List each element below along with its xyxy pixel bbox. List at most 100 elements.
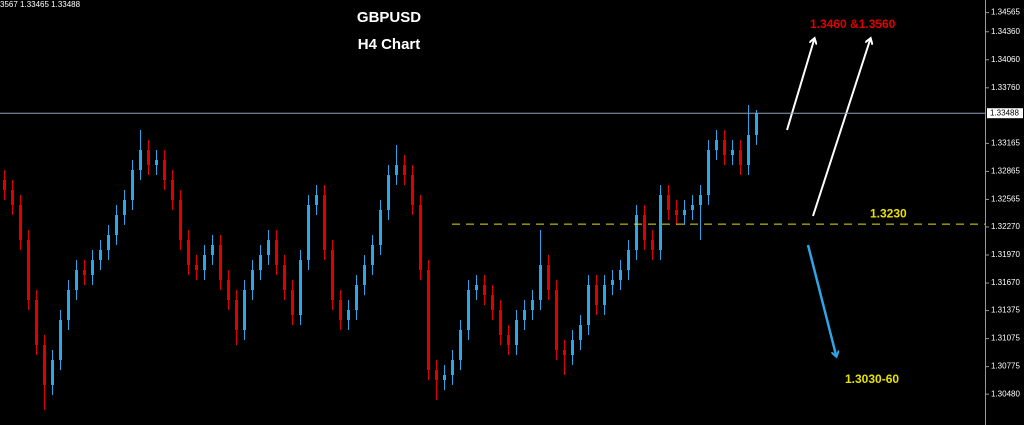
candle-body	[411, 175, 414, 206]
candle-body	[51, 359, 54, 386]
candle-body	[355, 284, 358, 311]
y-tick-label: 1.33760	[991, 83, 1020, 92]
candle-body	[379, 209, 382, 246]
candle-body	[459, 330, 462, 360]
candle-body	[179, 199, 182, 241]
candle-body	[643, 215, 646, 241]
candle-body	[163, 160, 166, 180]
plot: 1.34565 1.34360 1.34060 1.33760 1.33165 1.328…	[0, 8, 1023, 411]
candle-body	[395, 165, 398, 176]
candle-body	[75, 270, 78, 291]
candle-body	[147, 150, 150, 166]
candle-body	[739, 150, 742, 166]
candle-body	[323, 195, 326, 251]
candle-body	[539, 264, 542, 301]
candle-body	[491, 295, 494, 311]
candle-body	[35, 300, 38, 346]
candle-body	[579, 325, 582, 340]
candle-body	[363, 264, 366, 285]
candle-body	[67, 290, 70, 321]
y-tick-label: 1.32565	[991, 195, 1020, 204]
candle-body	[483, 284, 486, 296]
candle-body	[715, 140, 718, 151]
candle-body	[571, 340, 574, 356]
candle-body	[427, 270, 430, 371]
candle-body	[243, 290, 246, 331]
candle-body	[667, 195, 670, 210]
candle-body	[115, 215, 118, 236]
candle-body	[283, 264, 286, 291]
candle-body	[227, 280, 230, 301]
candle-body	[531, 300, 534, 311]
candle-body	[515, 320, 518, 346]
candle-body	[619, 270, 622, 281]
y-tick-label: 1.32865	[991, 167, 1020, 176]
candle-body	[563, 349, 566, 356]
candle-body	[587, 284, 590, 326]
candle-body	[347, 310, 350, 321]
candle-body	[219, 245, 222, 281]
candle-body	[43, 345, 46, 386]
candle-body	[547, 264, 550, 291]
candle-body	[611, 280, 614, 285]
candle-body	[251, 270, 254, 291]
candle-body	[299, 260, 302, 316]
y-tick-label: 1.34060	[991, 55, 1020, 64]
candle-body	[387, 175, 390, 210]
candle-body	[627, 250, 630, 271]
candle-body	[291, 290, 294, 316]
candle-body	[91, 260, 94, 275]
candle-body	[635, 215, 638, 251]
candle-body	[131, 170, 134, 200]
y-tick-label: 1.31375	[991, 306, 1020, 315]
candle-body	[451, 359, 454, 376]
candle-body	[275, 240, 278, 265]
candle-body	[371, 245, 374, 265]
candle-body	[259, 255, 262, 271]
candle-body	[595, 284, 598, 306]
price-label: 1.33488	[990, 108, 1019, 117]
candle-body	[331, 250, 334, 301]
candle-body	[11, 189, 14, 206]
candle-body	[475, 284, 478, 291]
candle-body	[651, 240, 654, 251]
candle-body	[59, 320, 62, 360]
candle-body	[467, 290, 470, 331]
price-info: 3567 1.33465 1.33488	[0, 0, 81, 9]
candle-body	[659, 195, 662, 251]
down-arrow	[806, 244, 836, 355]
candle-body	[99, 250, 102, 261]
y-tick-label: 1.33165	[991, 138, 1020, 147]
y-tick-label: 1.31670	[991, 278, 1020, 287]
chart-subtitle: H4 Chart	[358, 36, 421, 53]
candle-body	[699, 195, 702, 206]
candle-body	[403, 165, 406, 176]
candle-body	[707, 150, 710, 196]
candle-body	[339, 300, 342, 321]
y-tick-label: 1.34360	[991, 27, 1020, 36]
y-tick-label: 1.34565	[991, 8, 1020, 17]
price-box	[987, 108, 1023, 119]
y-tick-label: 1.30775	[991, 362, 1020, 371]
candle-body	[315, 195, 318, 206]
candle-body	[307, 205, 310, 261]
up-arrow	[812, 40, 870, 217]
candle-body	[187, 240, 190, 265]
candle-body	[675, 209, 678, 216]
target-label: 1.3460 &1.3560	[810, 17, 896, 31]
candle-body	[723, 140, 726, 156]
candle-body	[499, 310, 502, 336]
candle-body	[83, 270, 86, 275]
candle-body	[555, 290, 558, 350]
level-label: 1.3230	[870, 206, 907, 220]
candle-body	[683, 209, 686, 216]
candle-body	[435, 370, 438, 381]
candle-body	[123, 199, 126, 216]
chart-title: GBPUSD	[357, 9, 421, 26]
y-tick-label: 1.31075	[991, 334, 1020, 343]
up-arrow	[786, 40, 814, 131]
target-label: 1.3030-60	[845, 372, 899, 386]
y-tick-label: 1.32270	[991, 222, 1020, 231]
